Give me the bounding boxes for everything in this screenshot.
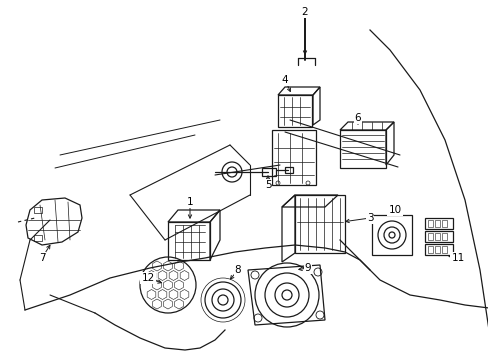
Bar [434, 220, 439, 227]
Bar [441, 246, 446, 253]
Text: 12: 12 [141, 273, 154, 283]
Bar [294, 195, 345, 253]
Text: 11: 11 [450, 253, 464, 263]
Bar [278, 95, 311, 127]
Text: 5: 5 [264, 180, 271, 190]
Bar [441, 233, 446, 240]
Bar [434, 246, 439, 253]
Bar [424, 244, 452, 255]
Text: 6: 6 [354, 113, 361, 123]
Text: 9: 9 [304, 263, 311, 273]
Bar [424, 218, 452, 229]
Text: 7: 7 [39, 253, 45, 263]
Text: 4: 4 [281, 75, 288, 85]
Text: 1: 1 [186, 197, 193, 207]
Bar [168, 222, 209, 260]
Bar [427, 220, 432, 227]
Bar [262, 168, 275, 176]
Bar [34, 235, 42, 241]
Text: 10: 10 [387, 205, 401, 215]
Bar [424, 231, 452, 242]
Text: 3: 3 [366, 213, 372, 223]
Bar [271, 130, 315, 185]
Bar [371, 215, 411, 255]
Bar [285, 167, 292, 173]
Text: 2: 2 [301, 7, 307, 17]
Bar [441, 220, 446, 227]
Bar [34, 207, 42, 213]
Text: 8: 8 [234, 265, 241, 275]
Bar [434, 233, 439, 240]
Bar [427, 246, 432, 253]
Bar [427, 233, 432, 240]
Bar [339, 130, 385, 168]
